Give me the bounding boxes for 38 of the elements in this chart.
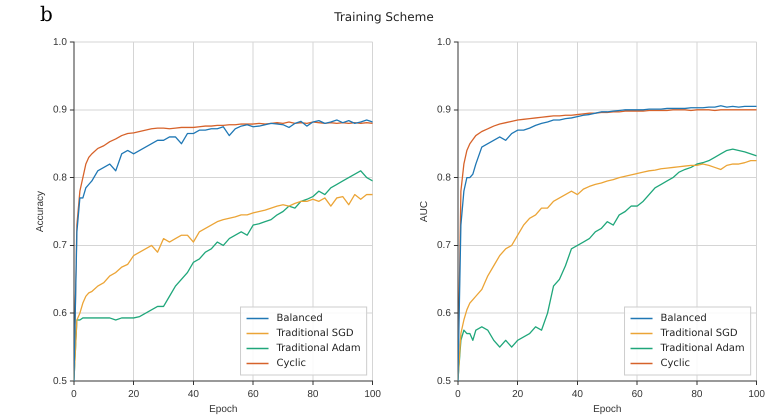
x-tick-label: 40 — [572, 388, 584, 400]
legend-label: Traditional SGD — [660, 328, 738, 340]
x-tick-label: 80 — [691, 388, 703, 400]
y-tick-label: 0.9 — [436, 104, 452, 116]
x-axis-title: Epoch — [593, 404, 622, 415]
y-tick-label: 1.0 — [436, 36, 452, 48]
y-tick-label: 0.8 — [436, 172, 452, 184]
y-tick-label: 0.6 — [52, 308, 68, 319]
x-tick-label: 100 — [748, 388, 766, 400]
y-tick-label: 1.0 — [52, 36, 68, 48]
legend-label: Balanced — [276, 313, 323, 324]
x-tick-label: 20 — [512, 388, 524, 400]
y-tick-label: 0.5 — [52, 376, 68, 387]
text: b — [40, 2, 53, 26]
chart-title: Training Scheme — [334, 10, 434, 24]
legend-label: Cyclic — [660, 358, 690, 370]
y-tick-label: 0.6 — [436, 308, 452, 319]
legend-label: Traditional Adam — [660, 343, 745, 354]
x-tick-label: 0 — [71, 388, 78, 400]
x-tick-label: 60 — [632, 388, 644, 400]
legend-label: Cyclic — [276, 358, 306, 370]
x-tick-label: 20 — [128, 388, 140, 400]
x-tick-label: 80 — [307, 388, 319, 400]
legend-label: Traditional SGD — [276, 328, 354, 340]
x-tick-label: 0 — [455, 388, 462, 400]
y-axis-title: Accuracy — [34, 190, 46, 232]
legend-label: Traditional Adam — [276, 343, 361, 354]
y-tick-label: 0.9 — [52, 104, 68, 116]
y-axis-title: AUC — [418, 200, 430, 222]
x-tick-label: 60 — [248, 388, 260, 400]
x-tick-label: 100 — [364, 388, 382, 400]
y-tick-label: 0.7 — [52, 240, 68, 252]
x-axis-title: Epoch — [209, 404, 238, 415]
legend-label: Balanced — [660, 313, 707, 324]
y-tick-label: 0.5 — [436, 376, 452, 387]
y-tick-label: 0.7 — [436, 240, 452, 252]
y-tick-label: 0.8 — [52, 172, 68, 184]
x-tick-label: 40 — [188, 388, 200, 400]
